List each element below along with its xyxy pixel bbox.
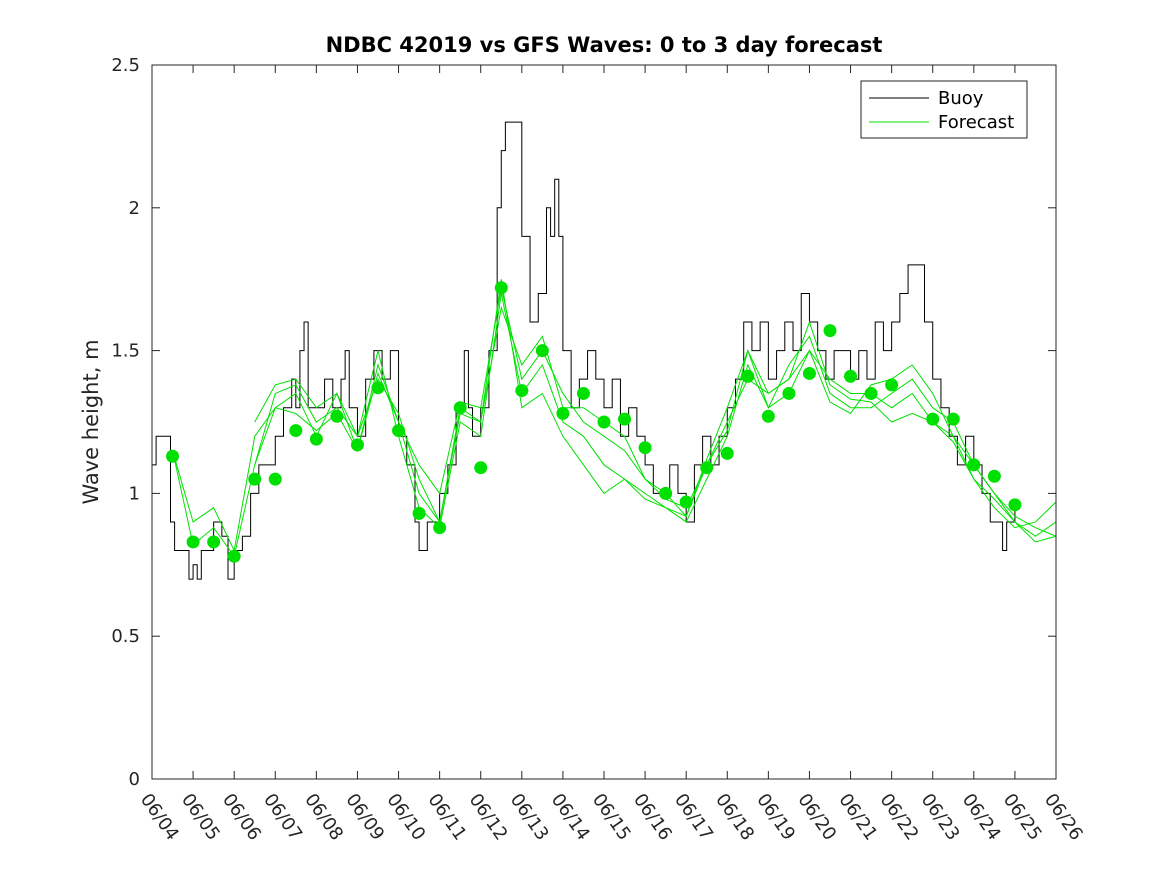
forecast-marker [392,424,406,438]
y-axis-label: Wave height, m [79,339,103,504]
forecast-marker [371,381,385,395]
y-tick-label: 0 [129,769,140,790]
forecast-marker [515,384,529,398]
forecast-marker [823,324,837,338]
x-tick-label: 06/22 [876,790,923,845]
y-tick-label: 2.5 [111,55,140,76]
forecast-marker [638,441,652,455]
legend-box [860,80,1028,139]
x-tick-label: 06/26 [1040,790,1087,845]
forecast-marker [802,366,816,380]
legend: Buoy Forecast [860,80,1028,139]
forecast-marker [700,461,714,475]
forecast-marker [864,386,878,400]
forecast-marker [186,535,200,549]
forecast-marker [618,412,632,426]
forecast-marker [207,535,221,549]
x-tick-label: 06/15 [588,790,635,845]
forecast-marker [987,469,1001,483]
x-tick-label: 06/09 [341,790,388,845]
x-tick-label: 06/16 [629,790,676,845]
forecast-marker [946,412,960,426]
forecast-marker [597,415,611,429]
y-tick-label: 0.5 [111,626,140,647]
buoy-series-line [152,121,1016,580]
forecast-marker [679,495,693,509]
forecast-marker [268,472,282,486]
forecast-marker [227,549,241,563]
forecast-marker [412,506,426,520]
forecast-marker [535,344,549,358]
x-tick-label: 06/20 [793,790,840,845]
x-tick-label: 06/14 [547,790,594,845]
y-axis: 0 0.5 1 1.5 2 2.5 [111,55,1056,790]
forecast-marker [926,412,940,426]
forecast-marker [474,461,488,475]
x-tick-label: 06/04 [136,790,183,845]
x-tick-label: 06/11 [424,790,471,845]
forecast-marker [967,458,981,472]
marker-layer [166,281,1022,563]
forecast-marker [556,406,570,420]
forecast-marker [309,432,323,446]
forecast-marker [166,449,180,463]
forecast-marker [741,369,755,383]
forecast-series-line [172,305,1057,558]
x-tick-label: 06/25 [999,790,1046,845]
x-tick-label: 06/06 [218,790,265,845]
forecast-marker [453,401,467,415]
x-tick-label: 06/12 [465,790,512,845]
x-tick-label: 06/23 [917,790,964,845]
forecast-marker [659,486,673,500]
series-layer [152,121,1057,580]
y-tick-label: 1 [129,483,140,504]
forecast-series-line [254,279,1057,537]
x-tick-label: 06/21 [834,790,881,845]
forecast-marker [720,446,734,460]
forecast-marker [782,386,796,400]
forecast-marker [289,424,303,438]
forecast-series-line [254,293,1057,543]
forecast-marker [330,409,344,423]
chart-title: NDBC 42019 vs GFS Waves: 0 to 3 day fore… [326,33,883,57]
x-tick-label: 06/18 [711,790,758,845]
legend-label-buoy: Buoy [938,88,984,109]
forecast-marker [248,472,262,486]
forecast-marker [885,378,899,392]
x-tick-label: 06/17 [670,790,717,845]
x-tick-label: 06/05 [177,790,224,845]
x-tick-label: 06/07 [259,790,306,845]
forecast-marker [433,521,447,535]
y-tick-label: 2 [129,198,140,219]
x-tick-label: 06/13 [506,790,553,845]
x-tick-label: 06/19 [752,790,799,845]
forecast-marker [844,369,858,383]
forecast-marker [1008,498,1022,512]
legend-label-forecast: Forecast [938,112,1014,133]
x-tick-label: 06/08 [300,790,347,845]
forecast-marker [761,409,775,423]
forecast-marker [350,438,364,452]
forecast-marker [494,281,508,295]
y-tick-label: 1.5 [111,341,140,362]
forecast-series-line [172,287,1057,553]
forecast-marker [576,386,590,400]
x-tick-label: 06/24 [958,790,1005,845]
x-tick-label: 06/10 [382,790,429,845]
